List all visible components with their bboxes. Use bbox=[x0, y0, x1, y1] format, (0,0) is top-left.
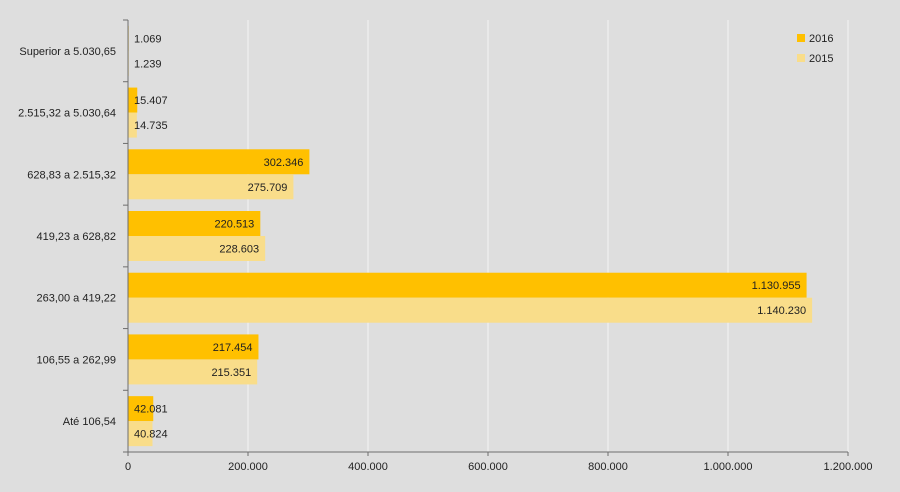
data-label: 302.346 bbox=[264, 157, 304, 169]
data-label: 220.513 bbox=[215, 219, 255, 231]
x-tick-label: 200.000 bbox=[228, 461, 268, 473]
bar-2015 bbox=[128, 236, 266, 261]
data-label: 15.407 bbox=[134, 95, 168, 107]
data-label: 1.140.230 bbox=[757, 305, 806, 317]
category-label: Até 106,54 bbox=[63, 416, 116, 428]
legend-swatch-2015 bbox=[797, 54, 805, 62]
bar-2015 bbox=[128, 421, 153, 447]
bar-2015 bbox=[128, 174, 294, 200]
category-label: 628,83 a 2.515,32 bbox=[27, 169, 116, 181]
bar-2016 bbox=[128, 87, 138, 113]
x-tick-label: 1.200.000 bbox=[824, 461, 873, 473]
data-label: 1.130.955 bbox=[752, 280, 801, 292]
bar-2015 bbox=[128, 359, 258, 385]
data-label: 275.709 bbox=[248, 182, 288, 194]
bar-2015 bbox=[128, 297, 813, 323]
data-label: 40.824 bbox=[134, 429, 168, 441]
data-label: 215.351 bbox=[211, 367, 251, 379]
x-tick-label: 400.000 bbox=[348, 461, 388, 473]
category-label: 419,23 a 628,82 bbox=[36, 231, 116, 243]
data-label: 217.454 bbox=[213, 342, 253, 354]
bar-2016 bbox=[128, 396, 154, 422]
data-label: 14.735 bbox=[134, 120, 168, 132]
category-label: Superior a 5.030,65 bbox=[19, 46, 116, 58]
legend-swatch-2016 bbox=[797, 34, 805, 42]
bars: 1.069 1.239 15.407 14.735 302.346 275.709 220.… bbox=[128, 25, 813, 447]
data-label: 1.239 bbox=[134, 58, 162, 70]
x-tick-label: 600.000 bbox=[468, 461, 508, 473]
category-label: 2.515,32 a 5.030,64 bbox=[18, 108, 116, 120]
bar-2015 bbox=[128, 112, 137, 138]
legend-label: 2015 bbox=[809, 53, 833, 65]
bar-2016 bbox=[128, 272, 807, 298]
bar-2016 bbox=[128, 334, 259, 360]
gridlines bbox=[247, 20, 849, 452]
data-label: 1.069 bbox=[134, 33, 162, 45]
legend: 2016 2015 bbox=[797, 33, 833, 65]
data-label: 42.081 bbox=[134, 404, 168, 416]
x-tick-label: 0 bbox=[125, 461, 131, 473]
category-label: 263,00 a 419,22 bbox=[36, 293, 116, 305]
legend-label: 2016 bbox=[809, 33, 833, 45]
x-tick-label: 1.000.000 bbox=[704, 461, 753, 473]
x-tick-label: 800.000 bbox=[588, 461, 628, 473]
bar-2016 bbox=[128, 149, 310, 175]
bar-2016 bbox=[128, 211, 261, 236]
category-label: 106,55 a 262,99 bbox=[36, 354, 116, 366]
data-label: 228.603 bbox=[219, 244, 259, 256]
axes: Superior a 5.030,65 2.515,32 a 5.030,64 62… bbox=[18, 19, 873, 473]
